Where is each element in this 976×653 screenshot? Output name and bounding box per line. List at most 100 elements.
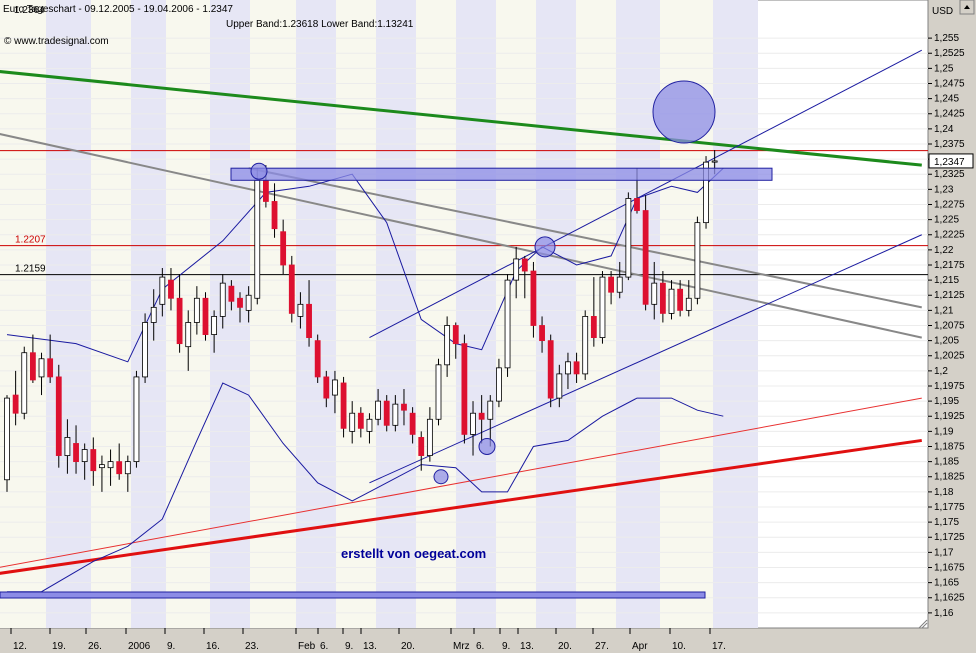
candle-down xyxy=(168,279,174,299)
x-tick-label: 20. xyxy=(401,641,415,652)
week-stripe xyxy=(131,0,166,628)
candle-up xyxy=(694,222,701,299)
candle-up xyxy=(124,461,131,475)
scroll-up-arrow-icon[interactable] xyxy=(959,0,975,15)
week-stripe xyxy=(46,0,91,628)
candle-up xyxy=(349,412,356,432)
candle-up xyxy=(435,364,442,420)
candle-down xyxy=(461,343,468,435)
x-tick-label: 12. xyxy=(13,641,27,652)
candle-down xyxy=(47,358,54,378)
candle-up xyxy=(392,403,399,426)
candle-up xyxy=(582,316,589,375)
y-tick-label: 1,1675 xyxy=(934,562,965,573)
y-tick-label: 1,255 xyxy=(934,33,959,44)
y-tick-label: 1,1725 xyxy=(934,532,965,543)
candle-up xyxy=(366,418,373,432)
candle-up xyxy=(21,352,28,414)
x-tick-label: Feb xyxy=(298,641,316,652)
y-tick-label: 1,18 xyxy=(934,487,954,498)
author-credit: erstellt von oegeat.com xyxy=(341,546,486,561)
candle-up xyxy=(142,322,148,378)
currency-label: USD xyxy=(932,6,953,17)
y-tick-label: 1,1825 xyxy=(934,472,965,483)
x-tick-label: 9. xyxy=(167,641,175,652)
candle-down xyxy=(409,412,416,435)
candle-up xyxy=(711,160,718,163)
x-tick-label: 9. xyxy=(345,641,353,652)
candle-down xyxy=(288,264,295,314)
candle-up xyxy=(426,418,433,456)
y-tick-label: 1,185 xyxy=(934,457,959,468)
candle-up xyxy=(107,461,114,469)
candle-down xyxy=(280,231,287,266)
candle-down xyxy=(418,437,425,456)
x-tick-label: 6. xyxy=(476,641,484,652)
candle-up xyxy=(4,397,10,481)
candle-up xyxy=(99,464,105,469)
y-tick-label: 1,245 xyxy=(934,94,959,105)
candle-down xyxy=(401,403,407,411)
week-stripe xyxy=(250,0,296,628)
candle-up xyxy=(556,373,563,399)
candle-up xyxy=(565,361,571,375)
y-tick-label: 1,215 xyxy=(934,275,959,286)
candle-down xyxy=(677,288,684,311)
y-tick-label: 1,24 xyxy=(934,124,954,135)
touch-point-circle xyxy=(534,236,556,258)
candle-up xyxy=(219,282,226,317)
week-stripe xyxy=(376,0,416,628)
candle-down xyxy=(202,297,209,335)
week-stripe xyxy=(416,0,456,628)
y-tick-label: 1,2475 xyxy=(934,78,965,89)
candle-up xyxy=(470,412,476,435)
candle-down xyxy=(116,461,123,475)
chart-title: Euro Tageschart - 09.12.2005 - 19.04.200… xyxy=(3,4,233,15)
current-price-tag xyxy=(928,153,974,169)
week-stripe xyxy=(210,0,250,628)
y-tick-label: 1,2275 xyxy=(934,199,965,210)
y-tick-label: 1,175 xyxy=(934,517,959,528)
candle-up xyxy=(668,288,675,314)
week-stripe xyxy=(456,0,496,628)
x-tick-label: 20. xyxy=(558,641,572,652)
candle-down xyxy=(340,382,347,429)
current-price-label: 1,2347 xyxy=(934,157,965,168)
resize-grip-icon[interactable] xyxy=(918,619,928,629)
y-tick-label: 1,165 xyxy=(934,578,959,589)
y-tick-label: 1,2125 xyxy=(934,290,965,301)
candle-up xyxy=(133,376,140,463)
y-tick-label: 1,1875 xyxy=(934,441,965,452)
candle-up xyxy=(513,258,520,281)
y-tick-label: 1,2425 xyxy=(934,109,965,120)
touch-point-circle xyxy=(250,162,268,180)
week-stripe xyxy=(496,0,536,628)
candle-up xyxy=(616,276,623,293)
x-tick-label: 6. xyxy=(320,641,328,652)
y-tick-label: 1,2225 xyxy=(934,230,965,241)
candle-down xyxy=(539,325,545,342)
bollinger-lower-band xyxy=(7,382,724,593)
candle-down xyxy=(521,258,528,272)
x-tick-label: 19. xyxy=(52,641,66,652)
y-tick-label: 1,1925 xyxy=(934,411,965,422)
downtrend-line-green xyxy=(0,70,922,167)
y-tick-label: 1,16 xyxy=(934,608,954,619)
channel-upper-line xyxy=(369,49,923,339)
candle-up xyxy=(375,400,381,420)
x-tick-label: 26. xyxy=(88,641,102,652)
candle-down xyxy=(262,179,269,202)
x-tick-label: 16. xyxy=(206,641,220,652)
candle-down xyxy=(383,400,390,426)
candle-up xyxy=(159,276,166,305)
candle-up xyxy=(599,276,606,338)
candle-down xyxy=(452,325,459,345)
x-tick-label: 23. xyxy=(245,641,259,652)
x-tick-label: Apr xyxy=(632,641,648,652)
candle-down xyxy=(314,340,321,378)
candle-down xyxy=(357,412,364,429)
candle-down xyxy=(642,210,649,305)
candle-up xyxy=(487,400,494,420)
week-stripe xyxy=(91,0,131,628)
touch-point-circle xyxy=(433,469,449,485)
